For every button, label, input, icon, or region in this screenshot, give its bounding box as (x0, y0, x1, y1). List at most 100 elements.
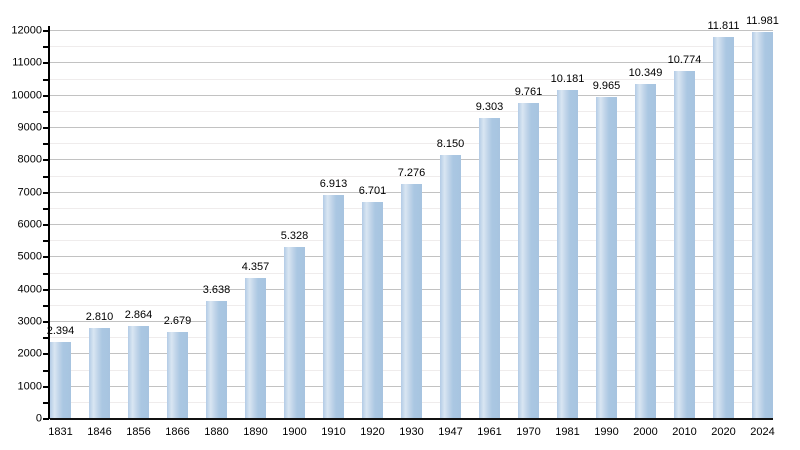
y-tick-label: 2000 (17, 347, 42, 360)
y-axis-tick (43, 191, 49, 194)
bar-value-label: 10.774 (667, 53, 702, 66)
y-tick-label: 7000 (17, 186, 42, 199)
x-tick-label: 1990 (594, 426, 619, 438)
x-tick-label: 1900 (282, 426, 307, 438)
gridline-minor (50, 78, 773, 80)
y-axis-tick (43, 207, 49, 210)
x-tick-label: 2024 (750, 426, 775, 438)
y-tick-label: 0 (35, 412, 42, 425)
x-tick-label: 1930 (399, 426, 424, 438)
y-axis-labels: 0 1000 2000 3000 4000 5000 6000 7000 8000 9000 100… (0, 25, 42, 425)
y-tick-label: 6000 (17, 218, 42, 231)
x-tick-label: 1947 (438, 426, 463, 438)
y-axis-tick (43, 94, 49, 97)
y-tick-label: 8000 (17, 153, 42, 166)
y-axis-tick (43, 110, 49, 113)
x-tick-label: 1981 (555, 426, 580, 438)
bar-value-label: 9.761 (514, 86, 543, 99)
x-tick-label: 1831 (48, 426, 73, 438)
y-axis-tick (43, 240, 49, 243)
bar: 11.981 2024 (746, 15, 779, 438)
x-tick-label: 2020 (711, 426, 736, 438)
bar-value-label: 11.981 (746, 14, 779, 27)
x-tick-label: 1890 (243, 426, 268, 438)
bar: 9.761 1970 (515, 86, 543, 438)
x-tick-label: 1856 (126, 426, 151, 438)
x-axis-baseline (50, 418, 773, 420)
y-axis-tick (43, 224, 49, 226)
x-tick-label: 1961 (477, 426, 502, 438)
bar-value-label: 7.276 (397, 166, 426, 179)
y-axis-tick (43, 46, 49, 49)
y-axis-tick (43, 62, 49, 65)
x-tick-label: 2000 (633, 426, 658, 438)
gridline-minor (50, 110, 773, 112)
x-tick-label: 1846 (87, 426, 112, 438)
y-axis-tick (43, 159, 49, 162)
bar-value-label: 2.394 (46, 324, 75, 337)
gridline-major (50, 94, 773, 96)
bar-value-label: 2.810 (85, 311, 114, 324)
y-axis-tick (43, 288, 49, 291)
gridline-minor (50, 46, 773, 48)
bar: 9.303 1961 (476, 101, 504, 438)
bar-value-label: 10.349 (628, 67, 663, 80)
bar-value-label: 2.864 (124, 309, 153, 322)
y-axis-tick (43, 127, 49, 129)
bar-value-label: 6.701 (358, 185, 387, 198)
x-tick-label: 1970 (516, 426, 541, 438)
x-tick-label: 1866 (165, 426, 190, 438)
plot-area: 2.394 1831 2.810 1846 2.864 1856 2.679 1866 3.63… (43, 15, 779, 438)
bar: 10.774 2010 (668, 54, 702, 438)
y-tick-label: 9000 (17, 121, 42, 134)
bar-value-label: 9.965 (592, 79, 621, 92)
y-tick-label: 1000 (17, 380, 42, 393)
bar: 9.965 1990 (593, 80, 621, 438)
y-tick-label: 12000 (11, 24, 42, 37)
bar: 4.357 1890 (242, 261, 270, 438)
bar: 2.810 1846 (86, 311, 114, 438)
y-tick-label: 5000 (17, 250, 42, 263)
y-tick-label: 11000 (12, 56, 42, 69)
gridline-minor (50, 143, 773, 145)
y-axis-tick (43, 304, 49, 307)
gridline-major (50, 127, 773, 128)
bar-value-label: 11.811 (707, 20, 740, 33)
bar: 3.638 1880 (203, 284, 231, 438)
gridline-major (50, 62, 773, 64)
gridline-major (50, 159, 773, 161)
bar: 11.811 2020 (707, 20, 739, 438)
y-axis-tick (43, 353, 49, 356)
bar-value-label: 8.150 (436, 138, 465, 151)
y-axis-tick (43, 30, 49, 32)
bar: 8.150 1947 (437, 138, 465, 438)
y-axis-tick (43, 272, 49, 275)
x-tick-label: 1880 (204, 426, 229, 438)
y-tick-label: 3000 (17, 315, 42, 328)
bar: 10.181 1981 (551, 73, 585, 438)
y-axis-tick (43, 337, 49, 340)
y-axis-tick (43, 385, 49, 388)
x-tick-label: 2010 (672, 426, 697, 438)
x-tick-label: 1920 (360, 426, 385, 438)
bar: 2.394 1831 (47, 325, 75, 438)
y-axis-line (48, 26, 50, 419)
y-axis-tick (43, 78, 49, 81)
y-axis-tick (43, 401, 49, 404)
bars-container: 2.394 1831 2.810 1846 2.864 1856 2.679 1866 3.63… (47, 15, 779, 438)
bar: 6.913 1910 (320, 178, 348, 438)
y-axis-tick (43, 321, 49, 323)
bar-value-label: 10.181 (550, 72, 585, 85)
bar-value-label: 3.638 (202, 284, 231, 297)
bar: 7.276 1930 (398, 167, 426, 438)
y-tick-label: 4000 (17, 283, 42, 296)
x-tick-label: 1910 (321, 426, 346, 438)
gridline-minor (50, 175, 773, 177)
bar-value-label: 5.328 (280, 229, 309, 242)
y-tick-label: 10000 (11, 89, 42, 102)
bar: 2.864 1856 (125, 309, 153, 438)
y-axis-tick (43, 369, 49, 372)
bar-value-label: 4.357 (241, 261, 270, 274)
bar: 10.349 2000 (629, 67, 663, 438)
